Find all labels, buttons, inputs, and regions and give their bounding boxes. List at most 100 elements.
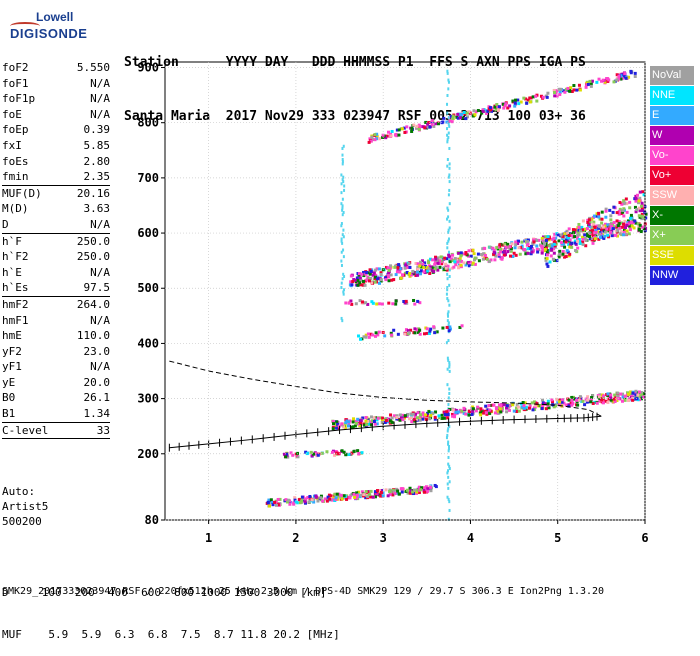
echo-point	[356, 449, 360, 453]
echo-point	[359, 278, 363, 282]
echo-point	[638, 223, 642, 227]
echo-point	[314, 452, 318, 456]
echo-point	[467, 264, 471, 268]
echo-point	[360, 272, 364, 276]
echo-point	[398, 418, 402, 422]
legend-entry: NNW	[650, 266, 694, 285]
echo-point	[319, 496, 323, 500]
echo-point	[450, 114, 454, 118]
interference-mark	[447, 321, 450, 325]
chart-axes: 1 2 3 4 5 6 80 200 300 400 500 600 700 800 900	[137, 61, 648, 545]
echo-point	[471, 409, 475, 413]
echo-point	[418, 418, 422, 422]
echo-point	[633, 71, 637, 75]
echo-point	[593, 400, 597, 404]
echo-point	[467, 260, 471, 264]
echo-point	[453, 415, 457, 419]
interference-mark	[341, 197, 344, 201]
echo-point	[546, 91, 550, 95]
echo-point	[394, 299, 398, 303]
echo-point	[501, 102, 505, 106]
echo-point	[416, 267, 420, 271]
echo-point	[374, 275, 378, 279]
echo-point	[566, 86, 570, 90]
echo-point	[590, 217, 594, 221]
echo-point	[390, 278, 394, 282]
echo-point	[429, 257, 433, 261]
echo-point	[389, 134, 393, 138]
echo-point	[450, 266, 454, 270]
echo-point	[444, 266, 448, 270]
param-value: 3.63	[83, 202, 111, 216]
interference-mark	[447, 475, 450, 479]
echo-point	[499, 403, 503, 407]
echo-point	[489, 108, 493, 112]
interference-mark	[446, 433, 449, 437]
echo-point	[395, 416, 399, 420]
echo-point	[513, 101, 517, 105]
echo-point	[598, 393, 602, 397]
echo-point	[604, 230, 608, 234]
echo-point	[616, 391, 620, 395]
echo-point	[353, 278, 357, 282]
echo-point	[331, 427, 335, 431]
echo-point	[611, 210, 615, 214]
echo-point	[595, 80, 599, 84]
echo-point	[433, 262, 437, 266]
param-value: 264.0	[76, 297, 110, 311]
echo-point	[271, 503, 275, 507]
echo-point	[362, 270, 366, 274]
echo-point	[558, 403, 562, 407]
echo-point	[392, 490, 396, 494]
echo-point	[598, 225, 602, 229]
logo-line2: DIGISONDE	[10, 26, 88, 41]
echo-point	[352, 417, 356, 421]
echo-point	[292, 501, 296, 505]
echo-point	[642, 392, 646, 396]
echo-point	[428, 329, 432, 333]
echo-point	[393, 491, 397, 495]
echo-point	[357, 490, 361, 494]
param-row: foF1 N/A	[2, 76, 110, 92]
echo-point	[489, 258, 493, 262]
echo-point	[540, 407, 544, 411]
echo-point	[543, 402, 547, 406]
echo-point	[636, 393, 640, 397]
echo-point	[553, 232, 557, 236]
echo-point	[369, 423, 373, 427]
echo-point	[391, 302, 395, 306]
interference-mark	[340, 263, 343, 267]
echo-point	[426, 489, 430, 493]
echo-point	[394, 302, 398, 306]
echo-point	[468, 260, 472, 264]
echo-point	[359, 493, 363, 497]
echo-point	[416, 411, 420, 415]
echo-point	[424, 120, 428, 124]
echo-point	[296, 455, 300, 459]
echo-point	[282, 452, 286, 456]
echo-point	[572, 397, 576, 401]
param-row: h`Es 97.5	[2, 280, 110, 296]
interference-mark	[447, 80, 450, 84]
echo-point	[546, 235, 550, 239]
echo-point	[603, 224, 607, 228]
echo-point	[402, 126, 406, 130]
echo-point	[585, 83, 589, 87]
echo-point	[355, 496, 359, 500]
echo-point	[507, 408, 511, 412]
echo-point	[434, 122, 438, 126]
echo-point	[588, 220, 592, 224]
echo-point	[628, 200, 632, 204]
echo-point	[447, 253, 451, 257]
echo-point	[327, 493, 331, 497]
interference-mark	[342, 210, 345, 214]
echo-point	[361, 279, 365, 283]
echo-point	[600, 79, 604, 83]
echo-point	[550, 244, 554, 248]
echo-point	[517, 409, 521, 413]
echo-point	[616, 224, 620, 228]
param-row: h`E N/A	[2, 265, 110, 281]
echo-point	[350, 302, 354, 306]
echo-point	[399, 416, 403, 420]
echo-point	[366, 495, 370, 499]
